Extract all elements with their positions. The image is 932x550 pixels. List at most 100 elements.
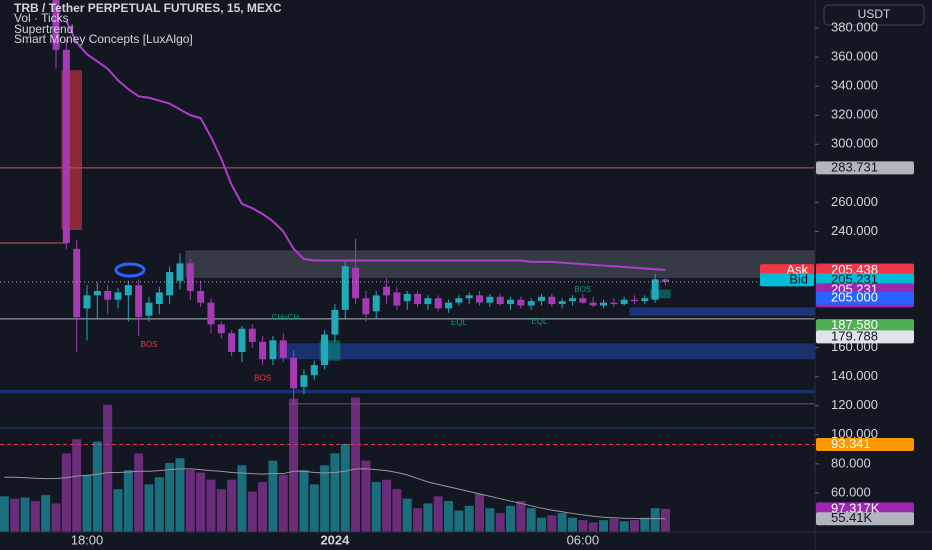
volume-bar bbox=[413, 508, 423, 532]
indicator-name: Vol · Ticks bbox=[14, 11, 69, 25]
volume-bar bbox=[299, 470, 309, 532]
candle-body bbox=[238, 328, 246, 353]
volume-bar bbox=[216, 489, 226, 532]
volume-bar bbox=[495, 512, 505, 532]
annotation: EQL bbox=[451, 318, 468, 327]
volume-label-box bbox=[816, 512, 914, 526]
volume-bar bbox=[92, 441, 102, 532]
candle-body bbox=[630, 299, 638, 302]
candle-body bbox=[300, 375, 308, 387]
candle-body bbox=[641, 298, 649, 302]
volume-bar bbox=[392, 489, 402, 532]
volume-bar bbox=[144, 484, 154, 532]
zone bbox=[278, 343, 815, 360]
candle-body bbox=[104, 290, 112, 300]
y-tick-label: 320.000 bbox=[831, 107, 878, 122]
price-label-tag-box bbox=[760, 273, 814, 287]
volume-bar bbox=[402, 498, 412, 532]
candle-body bbox=[279, 340, 287, 358]
y-tick-label: 140.000 bbox=[831, 368, 878, 383]
zone bbox=[629, 307, 815, 316]
annotation: BOS bbox=[254, 373, 271, 382]
candle-body bbox=[569, 298, 577, 302]
volume-bar bbox=[154, 477, 164, 532]
candle-body bbox=[197, 290, 205, 303]
price-label-tag: Bid bbox=[789, 271, 808, 286]
chart-title: TRB / Tether PERPETUAL FUTURES, 15, MEXC bbox=[14, 1, 282, 15]
volume-bar bbox=[547, 515, 557, 532]
candle-body bbox=[403, 293, 411, 302]
volume-bar bbox=[475, 493, 485, 532]
volume-bar bbox=[629, 520, 639, 532]
volume-bar bbox=[268, 460, 278, 532]
price-label: 179.788 bbox=[831, 328, 878, 343]
y-tick-label: 300.000 bbox=[831, 136, 878, 151]
volume-bar bbox=[340, 443, 350, 532]
volume-bar bbox=[464, 505, 474, 532]
volume-bar bbox=[72, 439, 82, 532]
y-tick-label: 80.000 bbox=[831, 455, 871, 470]
volume-bar bbox=[516, 501, 526, 532]
candle-body bbox=[455, 298, 463, 303]
annotation: BOS bbox=[141, 340, 158, 349]
y-tick-label: 260.000 bbox=[831, 194, 878, 209]
price-label-box bbox=[816, 330, 914, 344]
currency[interactable]: USDT bbox=[858, 7, 891, 21]
volume-bar bbox=[382, 479, 392, 532]
volume-bar bbox=[454, 510, 464, 532]
candle-body bbox=[486, 296, 494, 303]
candle-body bbox=[166, 272, 174, 296]
annotation: CHoCH bbox=[272, 313, 300, 322]
plot-area: BOS BOS CHoCH EQL EQL BOS bbox=[0, 0, 815, 532]
volume-bar bbox=[351, 397, 361, 532]
candle-body bbox=[362, 298, 370, 315]
candle-body bbox=[228, 333, 236, 353]
candle-body bbox=[217, 324, 225, 334]
volume-bar bbox=[557, 512, 567, 532]
candle-body bbox=[600, 302, 607, 306]
volume-bar bbox=[185, 470, 195, 532]
volume-bar bbox=[371, 482, 381, 532]
candle-body bbox=[248, 328, 256, 342]
volume-bar bbox=[10, 498, 20, 532]
candle-body bbox=[372, 295, 380, 312]
candle-body bbox=[155, 292, 163, 305]
volume-bar bbox=[20, 497, 30, 532]
indicator-name: Smart Money Concepts [LuxAlgo] bbox=[14, 32, 193, 46]
candle-body bbox=[114, 292, 122, 300]
volume-bar bbox=[330, 453, 340, 532]
candle-body bbox=[393, 292, 401, 306]
candle-body bbox=[62, 49, 70, 244]
candle-body bbox=[124, 285, 132, 296]
candle-body bbox=[135, 285, 143, 318]
candle-body bbox=[476, 295, 484, 303]
volume-label: 97.317K bbox=[831, 500, 880, 515]
volume-bar bbox=[237, 465, 247, 532]
candle-body bbox=[558, 301, 566, 305]
candle-body bbox=[290, 357, 298, 389]
candle-body bbox=[341, 266, 349, 310]
volume-bar bbox=[103, 404, 113, 532]
candle-body bbox=[538, 296, 546, 302]
currency-button[interactable] bbox=[823, 4, 925, 26]
price-label-box bbox=[816, 319, 914, 333]
candle-body bbox=[321, 334, 329, 366]
volume-bar bbox=[433, 496, 443, 532]
volume-bar bbox=[526, 508, 536, 532]
candle-body bbox=[579, 298, 587, 303]
volume-bar bbox=[123, 470, 133, 532]
candle-body bbox=[507, 299, 515, 305]
volume-bar bbox=[278, 474, 288, 532]
y-tick-label: 100.000 bbox=[831, 426, 878, 441]
y-tick-label: 60.000 bbox=[831, 484, 871, 499]
volume-bar bbox=[0, 496, 9, 532]
volume-label: 55.41K bbox=[831, 510, 873, 525]
volume-bar bbox=[660, 508, 670, 532]
supertrend-line bbox=[65, 20, 666, 271]
volume-bar bbox=[227, 479, 237, 532]
y-tick-label: 120.000 bbox=[831, 397, 878, 412]
volume-bar bbox=[51, 503, 61, 532]
volume-bar bbox=[361, 460, 371, 532]
volume-bar bbox=[650, 508, 660, 532]
y-tick-label: 240.000 bbox=[831, 223, 878, 238]
